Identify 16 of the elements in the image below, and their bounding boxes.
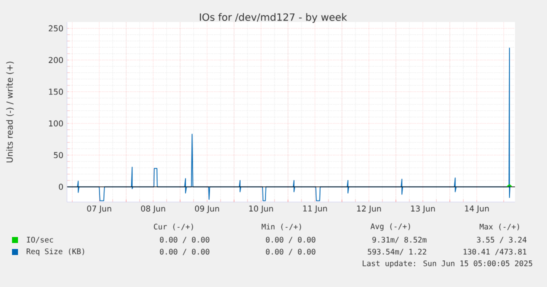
y-tick-label: 0 (58, 184, 63, 190)
y-tick-label: 150 (49, 88, 63, 95)
y-tick-label: 250 (48, 25, 63, 32)
y-tick-label: 100 (49, 120, 63, 126)
chart-title: IOs for /dev/md127 - by week (200, 13, 348, 23)
x-tick-label: 09 Jun (195, 206, 220, 214)
y-tick-label: 50 (54, 152, 63, 158)
x-tick-label: 11 Jun (303, 206, 327, 213)
y-axis-title: Units read (-) / write (+) (6, 62, 14, 162)
x-tick-label: 14 Jun (465, 206, 489, 213)
y-tick-label: 200 (48, 56, 63, 64)
x-tick-label: 13 Jun (411, 206, 435, 214)
x-tick-label: 12 Jun (357, 206, 381, 214)
x-tick-label: 08 Jun (141, 206, 166, 214)
x-tick-label: 07 Jun (87, 206, 112, 214)
x-tick-label: 10 Jun (249, 206, 273, 214)
